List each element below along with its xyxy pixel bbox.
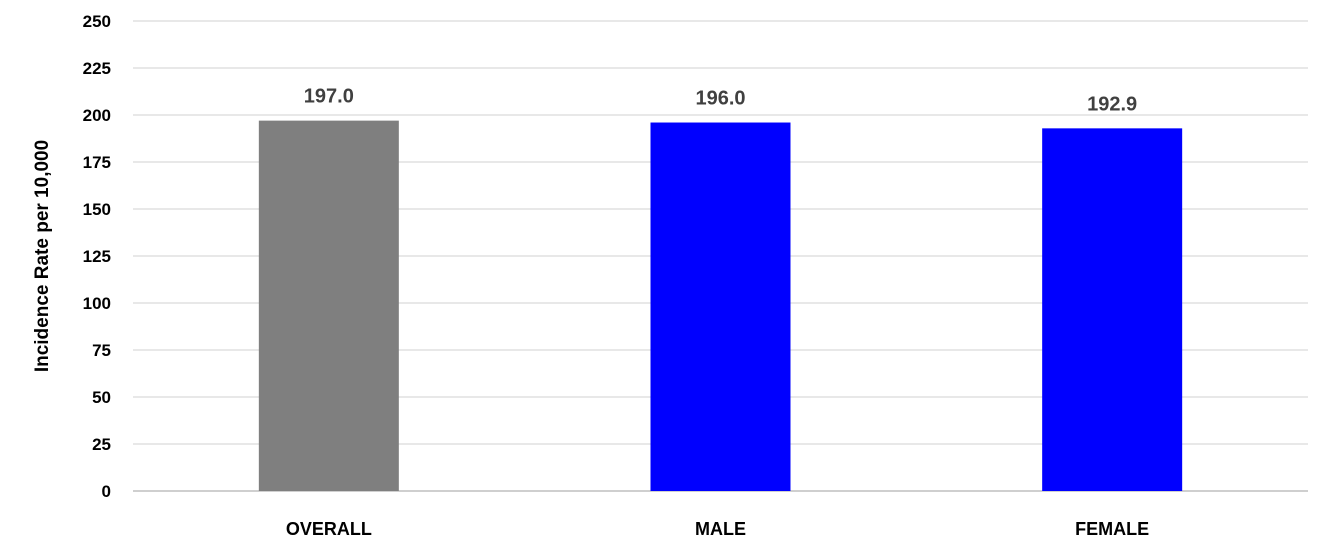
data-label-female: 192.9 — [1087, 93, 1137, 115]
y-tick-label: 250 — [83, 12, 111, 31]
bar-female — [1042, 128, 1183, 491]
y-tick-label: 100 — [83, 294, 111, 313]
y-tick-label: 0 — [102, 482, 111, 501]
data-labels: 197.0 196.0 192.9 — [304, 86, 1137, 116]
x-axis-categories: OVERALL MALE FEMALE — [286, 519, 1149, 539]
y-axis-ticks: 0 25 50 75 100 125 150 175 200 225 250 — [83, 12, 111, 501]
x-category-label-overall: OVERALL — [286, 519, 372, 539]
y-axis-title: Incidence Rate per 10,000 — [32, 140, 53, 372]
y-tick-label: 200 — [83, 106, 111, 125]
y-tick-label: 150 — [83, 200, 111, 219]
y-tick-label: 125 — [83, 247, 111, 266]
data-label-male: 196.0 — [695, 88, 745, 110]
y-tick-label: 25 — [92, 435, 111, 454]
x-category-label-female: FEMALE — [1075, 519, 1149, 539]
y-tick-label: 225 — [83, 59, 111, 78]
x-category-label-male: MALE — [695, 519, 746, 539]
bar-male — [650, 122, 791, 492]
data-label-overall: 197.0 — [304, 86, 354, 108]
y-tick-label: 175 — [83, 153, 111, 172]
bar-overall — [258, 120, 399, 491]
y-tick-label: 75 — [92, 341, 111, 360]
y-tick-label: 50 — [92, 388, 111, 407]
bars — [258, 120, 1183, 492]
